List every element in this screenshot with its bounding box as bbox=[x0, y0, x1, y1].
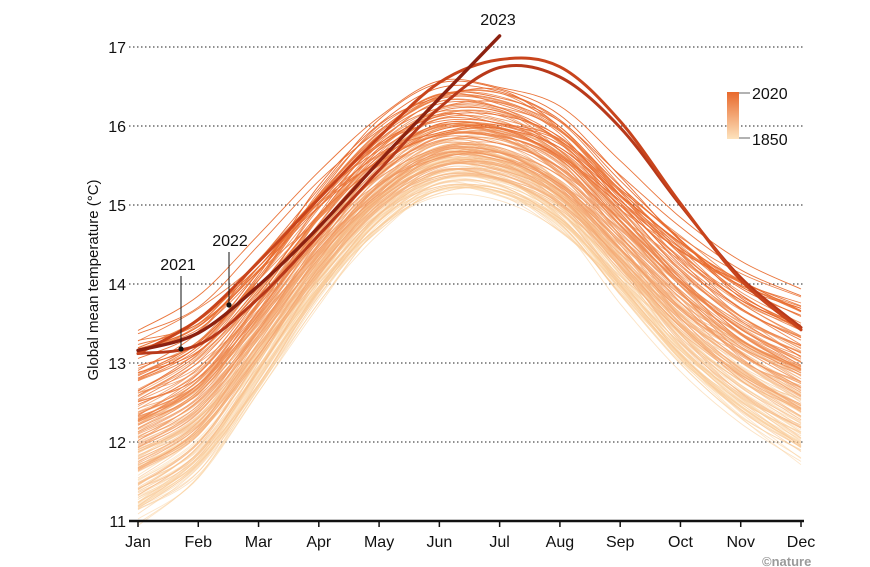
y-tick-label: 14 bbox=[108, 277, 126, 294]
label-2022: 2022 bbox=[212, 233, 248, 250]
marker-2021 bbox=[178, 346, 184, 352]
year-line bbox=[137, 181, 802, 515]
marker-2022 bbox=[226, 302, 232, 308]
year-line bbox=[137, 78, 802, 331]
year-line bbox=[137, 141, 802, 464]
series-line-2023 bbox=[136, 34, 502, 353]
x-tick-label: Oct bbox=[668, 534, 693, 551]
y-tick-labels: 11 12 13 14 15 16 17 bbox=[108, 40, 126, 531]
year-line bbox=[137, 147, 802, 442]
y-tick-label: 12 bbox=[108, 435, 126, 452]
year-line bbox=[137, 112, 802, 354]
year-line bbox=[137, 151, 802, 396]
year-line bbox=[137, 106, 802, 392]
y-axis-label: Global mean temperature (°C) bbox=[85, 179, 102, 380]
y-tick-label: 17 bbox=[108, 40, 126, 57]
year-line bbox=[137, 135, 802, 402]
x-tick-label: Mar bbox=[245, 534, 273, 551]
year-line bbox=[137, 179, 802, 509]
year-line bbox=[137, 101, 802, 376]
legend-label-max: 2020 bbox=[752, 86, 788, 103]
highlight-year-lines bbox=[136, 34, 803, 355]
legend-gradient-bar bbox=[727, 92, 739, 139]
y-tick-label: 11 bbox=[109, 514, 126, 531]
background-year-lines bbox=[137, 78, 802, 526]
year-line bbox=[137, 167, 802, 481]
year-line bbox=[137, 91, 802, 335]
year-line bbox=[137, 158, 802, 471]
x-tick-label: Nov bbox=[727, 534, 755, 551]
year-line bbox=[137, 131, 802, 403]
x-tick-label: Jan bbox=[125, 534, 151, 551]
credit: ©nature bbox=[762, 554, 811, 567]
label-2021: 2021 bbox=[160, 257, 196, 274]
x-tick-label: Jul bbox=[489, 534, 509, 551]
year-line bbox=[137, 169, 802, 489]
series-line-2021 bbox=[136, 63, 803, 355]
label-2023: 2023 bbox=[480, 12, 516, 29]
y-tick-label: 13 bbox=[108, 356, 126, 373]
year-line bbox=[137, 160, 802, 469]
year-line bbox=[137, 148, 802, 449]
x-tick-label: Apr bbox=[306, 534, 332, 551]
x-tick-label: May bbox=[364, 534, 394, 551]
y-tick-label: 15 bbox=[108, 198, 126, 215]
year-line bbox=[137, 125, 802, 373]
x-tick-label: Dec bbox=[787, 534, 815, 551]
year-line bbox=[137, 186, 802, 524]
legend-label-min: 1850 bbox=[752, 132, 788, 149]
y-tick-label: 16 bbox=[108, 119, 126, 136]
year-line bbox=[137, 185, 802, 493]
year-line bbox=[137, 98, 802, 396]
x-tick-label: Jun bbox=[426, 534, 452, 551]
year-line bbox=[137, 131, 802, 420]
year-line bbox=[137, 110, 802, 426]
year-line bbox=[137, 167, 802, 462]
x-tick-labels: Jan Feb Mar Apr May Jun Jul Aug Sep Oct Nov Dec bbox=[125, 521, 815, 551]
x-tick-label: Feb bbox=[184, 534, 212, 551]
x-tick-label: Aug bbox=[546, 534, 574, 551]
year-line bbox=[137, 143, 802, 490]
year-line bbox=[137, 121, 802, 351]
x-tick-label: Sep bbox=[606, 534, 635, 551]
